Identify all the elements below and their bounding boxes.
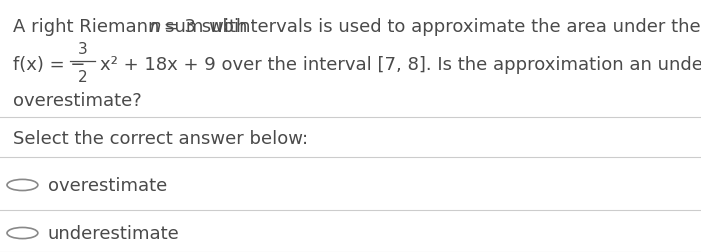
- Text: = 3 subintervals is used to approximate the area under the curve of: = 3 subintervals is used to approximate …: [158, 17, 701, 36]
- Text: f(x) = −: f(x) = −: [13, 55, 85, 73]
- Text: overestimate?: overestimate?: [13, 92, 142, 110]
- Text: Select the correct answer below:: Select the correct answer below:: [13, 130, 308, 148]
- Text: underestimate: underestimate: [48, 224, 179, 242]
- Text: A right Riemann sum with: A right Riemann sum with: [13, 17, 253, 36]
- Text: n: n: [149, 17, 161, 36]
- Text: 2: 2: [78, 69, 88, 84]
- Text: overestimate: overestimate: [48, 176, 167, 194]
- Text: x² + 18x + 9 over the interval [7, 8]. Is the approximation an underestimate or : x² + 18x + 9 over the interval [7, 8]. I…: [100, 55, 701, 73]
- Text: 3: 3: [78, 42, 88, 57]
